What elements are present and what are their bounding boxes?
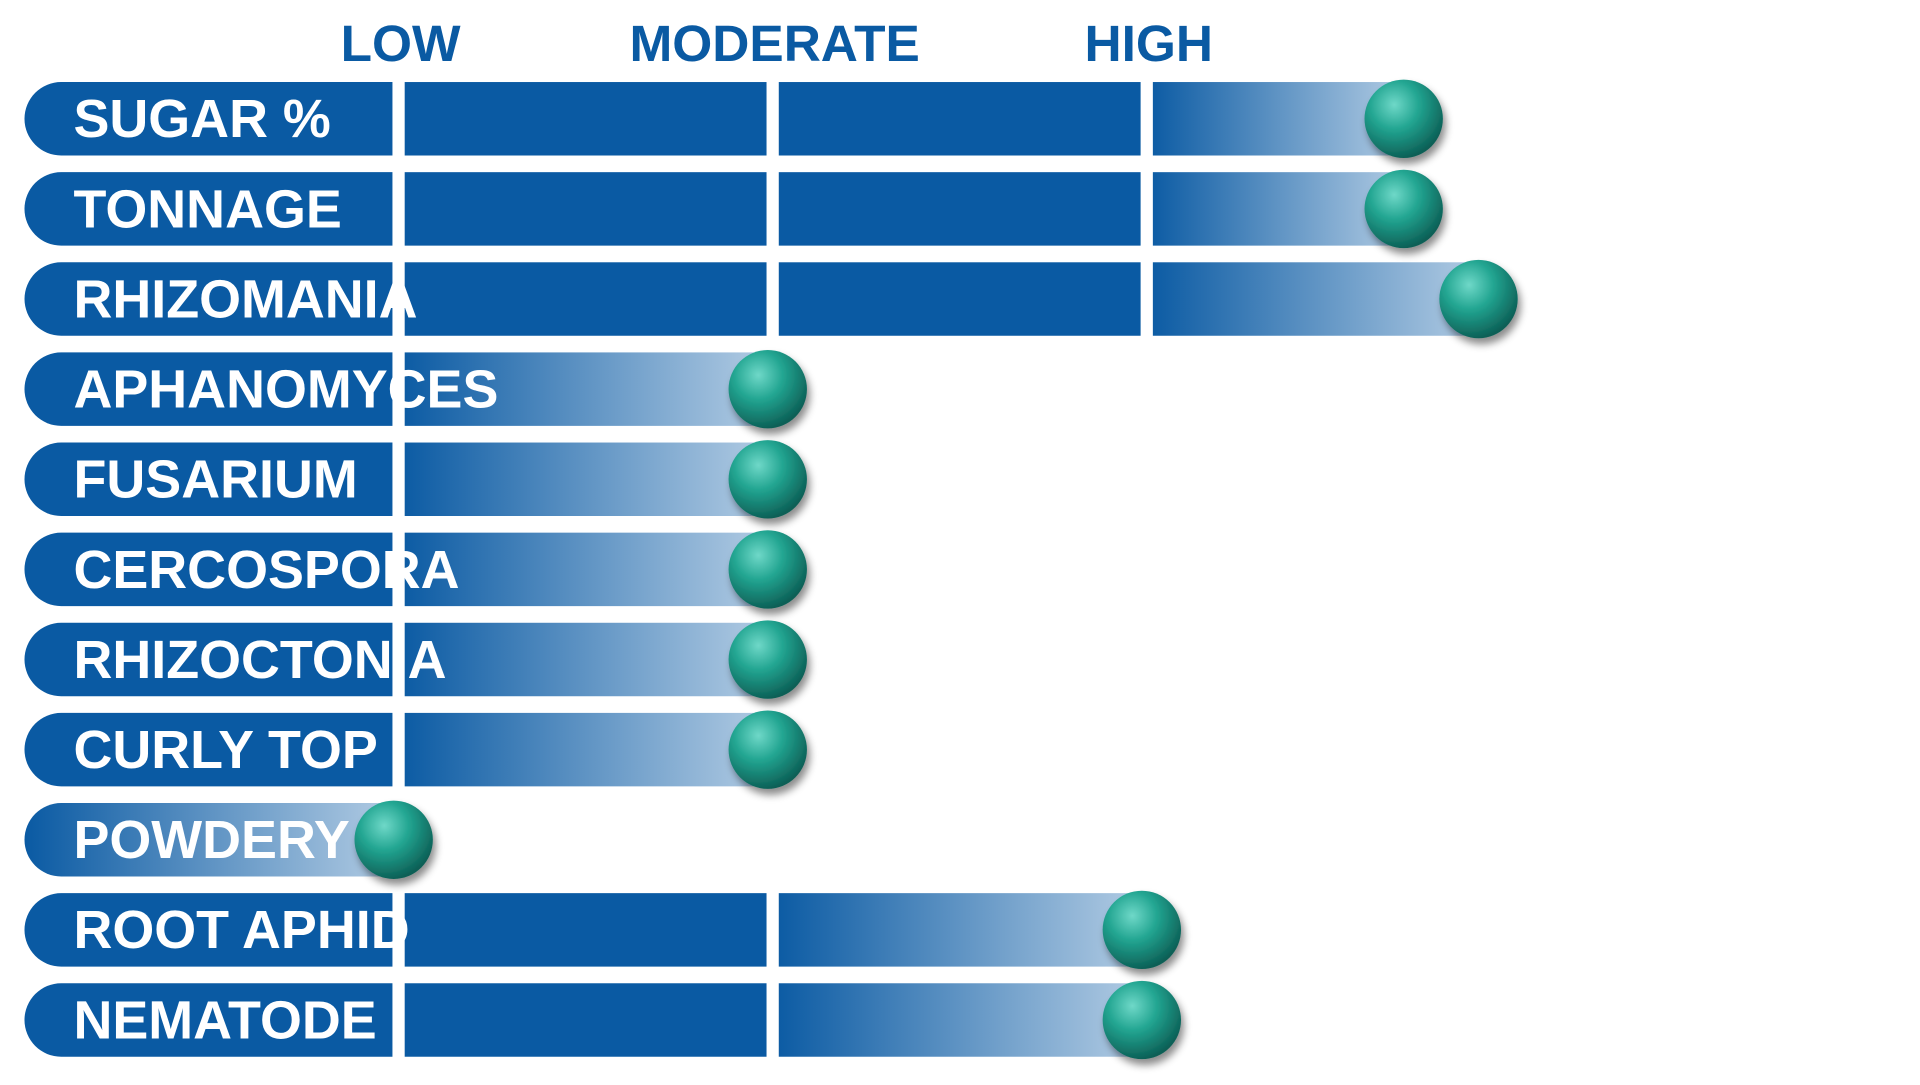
bar-row: POWDERY MILDEW <box>24 800 582 879</box>
bar-segment <box>404 712 767 787</box>
bar-segment <box>24 532 393 607</box>
bar-segment <box>1152 262 1484 336</box>
bar-row: TONNAGE <box>24 169 1443 249</box>
bar-segment <box>24 983 393 1057</box>
category-label: NEMATODE <box>73 990 376 1050</box>
value-marker <box>728 620 807 699</box>
bar-segment <box>24 622 393 697</box>
bar-segment <box>24 352 393 426</box>
bar-row: NEMATODE <box>24 980 1182 1060</box>
value-marker <box>1102 890 1182 970</box>
bar-row: RHIZOMANIA <box>24 259 1518 339</box>
scale-labels: LOW MODERATE HIGH <box>341 14 1213 72</box>
bar-segment <box>24 712 393 787</box>
bar-segment <box>24 893 393 967</box>
bar-row: FUSARIUM <box>24 440 807 519</box>
value-marker <box>1439 259 1518 339</box>
bar-segment <box>404 532 767 607</box>
bar-segment <box>778 262 1141 336</box>
bar-segment <box>24 262 393 336</box>
value-marker <box>728 440 807 519</box>
bar-segment <box>404 622 767 697</box>
scale-label-moderate: MODERATE <box>629 14 919 72</box>
bar-segment <box>404 983 767 1057</box>
bar-segment <box>778 172 1141 246</box>
bar-segment <box>24 172 393 246</box>
bar-segment <box>404 442 767 516</box>
bar-segment <box>24 82 393 156</box>
scale-label-high: HIGH <box>1084 14 1213 72</box>
value-marker <box>1364 169 1443 249</box>
bar-row: APHANOMYCES <box>24 349 807 429</box>
category-label: FUSARIUM <box>73 450 357 510</box>
bar-row: CERCOSPORA <box>24 530 807 609</box>
value-marker <box>354 800 433 879</box>
bar-segment <box>404 82 767 156</box>
category-label: POWDERY MILDEW <box>73 810 582 870</box>
value-marker <box>728 530 807 609</box>
value-marker <box>1102 980 1182 1060</box>
category-label: RHIZOMANIA <box>73 269 417 329</box>
category-label: CURLY TOP <box>73 720 377 780</box>
bar-segment <box>404 352 767 426</box>
bar-segment <box>404 893 767 967</box>
scale-label-low: LOW <box>341 14 461 72</box>
bar-segment <box>778 893 1141 967</box>
bar-segment <box>404 262 767 336</box>
category-label: SUGAR % <box>73 89 330 149</box>
bar-row: SUGAR % <box>24 79 1443 158</box>
category-label: ROOT APHID <box>73 900 409 960</box>
category-label: TONNAGE <box>73 179 341 239</box>
bar-segment <box>778 983 1141 1057</box>
bars: SUGAR % TONNAGE RHIZOMANIA APHANOMYCES FUSAR… <box>24 79 1518 1060</box>
value-marker <box>1364 79 1443 158</box>
category-label: APHANOMYCES <box>73 360 498 420</box>
bar-segment <box>24 803 393 877</box>
category-label: RHIZOCTONIA <box>73 630 446 690</box>
bar-row: RHIZOCTONIA <box>24 620 807 699</box>
bar-segment <box>404 172 767 246</box>
category-label: CERCOSPORA <box>73 540 459 600</box>
bar-row: CURLY TOP <box>24 710 807 789</box>
bar-row: ROOT APHID <box>24 890 1182 970</box>
bar-segment <box>778 82 1141 156</box>
value-marker <box>728 349 807 429</box>
value-marker <box>728 710 807 789</box>
bar-segment <box>24 442 393 516</box>
